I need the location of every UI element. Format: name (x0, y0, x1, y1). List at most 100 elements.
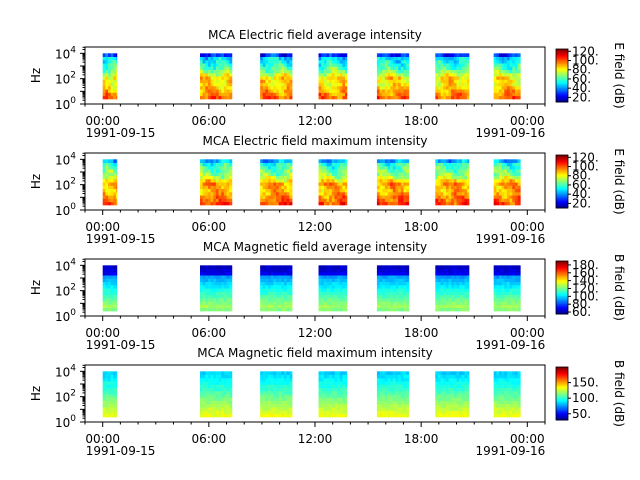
spectrogram-cell (504, 390, 508, 395)
spectrogram-cell (342, 53, 346, 57)
data-segment (376, 265, 410, 312)
colorbar-swatch (556, 311, 568, 314)
spectrogram-cell (215, 371, 219, 375)
colorbar-swatch (556, 87, 568, 90)
spectrogram-cell (445, 291, 449, 296)
spectrogram-cell (318, 410, 322, 415)
spectrogram-cell (270, 172, 274, 177)
spectrogram-cell (223, 374, 227, 379)
spectrogram-cell (262, 403, 266, 408)
spectrogram-cell (278, 284, 282, 289)
spectrogram-cell (345, 384, 348, 389)
spectrogram-cell (270, 275, 274, 279)
colorbar-swatch (556, 95, 568, 98)
spectrogram-cell (318, 374, 322, 379)
spectrogram-cell (218, 384, 222, 389)
spectrogram-cell (276, 377, 280, 382)
spectrogram-cell (435, 377, 439, 382)
spectrogram-cell (376, 384, 380, 389)
spectrogram-cell (221, 185, 225, 190)
spectrogram-cell (496, 268, 500, 273)
spectrogram-cell (400, 72, 404, 77)
spectrogram-cell (110, 85, 114, 90)
spectrogram-cell (205, 185, 209, 190)
spectrogram-cell (223, 172, 227, 177)
spectrogram-cell (496, 198, 500, 203)
spectrogram-cell (318, 304, 322, 309)
spectrogram-cell (376, 66, 380, 71)
spectrogram-cell (207, 410, 212, 415)
spectrogram-cell (496, 397, 500, 402)
spectrogram-cell (453, 377, 457, 382)
spectrogram-cell (105, 59, 109, 64)
colorbar-swatch (556, 405, 568, 408)
spectrogram-cell (281, 265, 285, 269)
spectrogram-cell (202, 162, 206, 167)
spectrogram-cell (113, 390, 117, 395)
spectrogram-cell (218, 271, 222, 276)
spectrogram-cell (461, 162, 465, 167)
spectrogram-cell (202, 381, 206, 385)
spectrogram-cell (456, 178, 460, 183)
spectrogram-cell (110, 268, 114, 273)
spectrogram-cell (218, 387, 222, 392)
spectrogram-cell (273, 53, 277, 57)
spectrogram-cell (456, 53, 460, 57)
spectrogram-cell (499, 201, 503, 206)
spectrogram-cell (406, 79, 410, 84)
spectrogram-cell (260, 291, 264, 296)
spectrogram-cell (281, 374, 285, 379)
colorbar-swatch (556, 374, 568, 377)
spectrogram-cell (200, 72, 204, 77)
spectrogram-cell (215, 89, 219, 93)
spectrogram-cell (379, 175, 383, 180)
spectrogram-cell (105, 175, 109, 180)
colorbar-tick-label: 40. (572, 187, 591, 201)
spectrogram-cell (229, 301, 233, 305)
spectrogram-cell (459, 76, 463, 80)
spectrogram-cell (229, 390, 233, 395)
colorbar-label: B field (dB) (612, 360, 626, 427)
colorbar-swatch (556, 298, 568, 300)
spectrogram-cell (229, 407, 233, 411)
spectrogram-cell (400, 159, 404, 163)
spectrogram-cell (218, 407, 222, 411)
spectrogram-cell (102, 89, 106, 93)
spectrogram-cell (435, 394, 439, 398)
spectrogram-cell (406, 304, 410, 309)
spectrogram-cell (262, 288, 266, 292)
spectrogram-cell (115, 162, 118, 167)
spectrogram-cell (379, 165, 383, 170)
spectrogram-cell (329, 288, 333, 292)
spectrogram-cell (213, 72, 217, 77)
spectrogram-cell (321, 294, 325, 299)
spectrogram-cell (113, 162, 117, 167)
spectrogram-cell (331, 394, 335, 398)
spectrogram-cell (215, 397, 219, 402)
spectrogram-cell (202, 59, 206, 64)
spectrogram-cell (398, 265, 402, 269)
spectrogram-cell (456, 294, 460, 299)
spectrogram-cell (270, 85, 274, 90)
spectrogram-cell (110, 271, 114, 276)
spectrogram-cell (400, 278, 404, 283)
spectrogram-cell (406, 374, 410, 379)
spectrogram-cell (289, 278, 293, 283)
spectrogram-cell (205, 304, 209, 309)
spectrogram-cell (499, 284, 503, 289)
spectrogram-cell (398, 381, 402, 385)
spectrogram-cell (326, 198, 330, 203)
spectrogram-cell (331, 374, 335, 379)
spectrogram-cell (221, 92, 225, 97)
spectrogram-cell (226, 400, 230, 405)
spectrogram-cell (268, 278, 272, 283)
spectrogram-cell (496, 374, 500, 379)
spectrogram-cell (115, 89, 118, 93)
spectrogram-cell (265, 191, 269, 196)
spectrogram-cell (496, 89, 500, 93)
spectrogram-cell (334, 275, 338, 279)
spectrogram-cell (202, 63, 206, 67)
spectrogram-cell (345, 281, 348, 286)
spectrogram-cell (205, 284, 209, 289)
spectrogram-cell (392, 307, 396, 312)
